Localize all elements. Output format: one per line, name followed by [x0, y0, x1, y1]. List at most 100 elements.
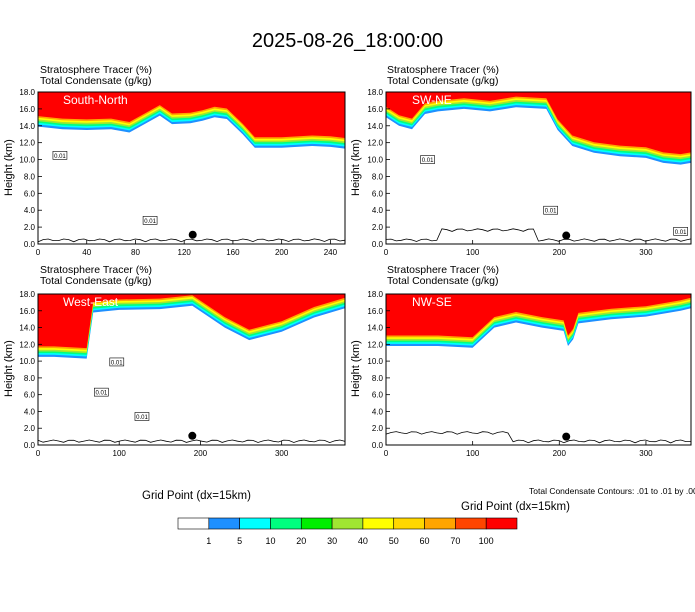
- y-tick-label: 12.0: [19, 139, 35, 148]
- y-tick-label: 12.0: [19, 340, 35, 349]
- plot-frame: [37, 91, 346, 245]
- colorbar-swatch: [300, 517, 333, 530]
- colorbar-label: 70: [450, 536, 460, 546]
- x-tick-label: 200: [553, 248, 567, 257]
- y-tick-label: 6.0: [24, 189, 36, 198]
- y-tick-label: 12.0: [367, 139, 383, 148]
- terrain-line: [37, 238, 346, 243]
- contour-label-box: [420, 155, 435, 164]
- x-tick-label: 300: [639, 248, 653, 257]
- panel1-header-line1: Stratosphere Tracer (%): [40, 64, 153, 76]
- y-tick-label: 16.0: [367, 307, 383, 316]
- x-tick-label: 40: [82, 248, 91, 257]
- tracer-layer-7: [386, 92, 691, 155]
- contour-label: 0.01: [111, 360, 123, 366]
- y-tick-label: 2.0: [372, 223, 384, 232]
- colorbar-label: 40: [358, 536, 368, 546]
- panel4-xlabel: Grid Point (dx=15km): [461, 501, 570, 513]
- colorbar-label: 100: [479, 536, 494, 546]
- y-tick-label: 2.0: [372, 424, 384, 433]
- colorbar-swatch: [393, 517, 425, 530]
- contour-label: 0.01: [675, 230, 687, 236]
- x-tick-label: 100: [113, 449, 127, 458]
- x-tick-label: 0: [36, 248, 41, 257]
- panel3-header-line1: Stratosphere Tracer (%): [40, 264, 153, 276]
- x-tick-label: 240: [324, 248, 338, 257]
- colorbar-swatch: [485, 517, 518, 530]
- contour-label-box: [142, 216, 158, 225]
- y-tick-label: 16.0: [367, 105, 383, 114]
- panel-title: NW-SE: [412, 295, 452, 309]
- contour-label-box: [52, 151, 68, 160]
- y-tick-label: 10.0: [367, 357, 383, 366]
- y-tick-label: 18.0: [19, 290, 35, 299]
- y-tick-label: 12.0: [367, 340, 383, 349]
- x-tick-label: 100: [466, 248, 480, 257]
- y-tick-label: 10.0: [367, 156, 383, 165]
- y-tick-label: 16.0: [19, 105, 35, 114]
- main-title: 2025-08-26_18:00:00: [251, 30, 444, 52]
- colorbar-swatch: [239, 517, 271, 530]
- panel3-header-line2: Total Condensate (g/kg): [40, 275, 152, 287]
- panel-title: SW-NE: [412, 93, 452, 107]
- colorbar-swatch: [331, 517, 364, 530]
- colorbar-label: 1: [206, 536, 211, 546]
- y-tick-label: 14.0: [19, 324, 35, 333]
- y-tick-label: 10.0: [19, 156, 35, 165]
- contour-label: 0.01: [136, 415, 148, 421]
- x-tick-label: 0: [384, 449, 389, 458]
- colorbar-swatch: [270, 517, 302, 530]
- contour-label-box: [673, 227, 688, 236]
- plot-frame: [385, 293, 692, 446]
- y-tick-label: 0.0: [24, 441, 36, 450]
- y-tick-label: 6.0: [372, 391, 384, 400]
- y-tick-label: 0.0: [24, 240, 36, 249]
- terrain-line: [385, 228, 692, 242]
- contour-label: 0.01: [54, 154, 66, 160]
- panel3-header: Stratosphere Tracer (%) Total Condensate…: [40, 265, 152, 287]
- panel1-header: Stratosphere Tracer (%) Total Condensate…: [40, 65, 152, 87]
- x-tick-label: 0: [36, 449, 41, 458]
- y-tick-label: 6.0: [24, 391, 36, 400]
- colorbar-label: 30: [327, 536, 337, 546]
- y-tick-label: 18.0: [367, 88, 383, 97]
- y-tick-label: 0.0: [372, 441, 384, 450]
- y-tick-label: 4.0: [24, 407, 36, 416]
- colorbar-swatch: [455, 517, 487, 530]
- colorbar-label: 10: [265, 536, 275, 546]
- y-tick-label: 8.0: [24, 374, 36, 383]
- panel2-header-line2: Total Condensate (g/kg): [387, 75, 499, 87]
- plot-frame: [37, 293, 346, 446]
- panel-title: West-East: [63, 295, 119, 309]
- location-marker: [562, 432, 571, 441]
- y-tick-label: 18.0: [367, 290, 383, 299]
- y-tick-label: 0.0: [372, 240, 384, 249]
- tracer-layer-7: [38, 92, 345, 138]
- y-tick-label: 8.0: [372, 172, 384, 181]
- location-marker: [188, 230, 197, 239]
- x-tick-label: 0: [384, 248, 389, 257]
- panel2-header: Stratosphere Tracer (%) Total Condensate…: [387, 65, 499, 87]
- x-tick-label: 80: [131, 248, 140, 257]
- y-tick-label: 18.0: [19, 88, 35, 97]
- y-tick-label: 4.0: [372, 206, 384, 215]
- tracer-layer-7: [386, 294, 691, 338]
- contour-note: Total Condensate Contours: .01 to .01 by…: [529, 486, 695, 496]
- y-tick-label: 2.0: [24, 424, 36, 433]
- colorbar-label: 50: [389, 536, 399, 546]
- contour-label-box: [543, 205, 558, 215]
- terrain-line: [37, 439, 346, 444]
- x-tick-label: 200: [194, 449, 208, 458]
- y-tick-label: 16.0: [19, 307, 35, 316]
- contour-label: 0.01: [545, 209, 557, 215]
- panel1-header-line2: Total Condensate (g/kg): [40, 75, 152, 87]
- colorbar-label: 5: [237, 536, 242, 546]
- panel4-header-line2: Total Condensate (g/kg): [387, 275, 499, 287]
- colorbar-swatch: [208, 517, 240, 530]
- plot-frame: [385, 91, 692, 245]
